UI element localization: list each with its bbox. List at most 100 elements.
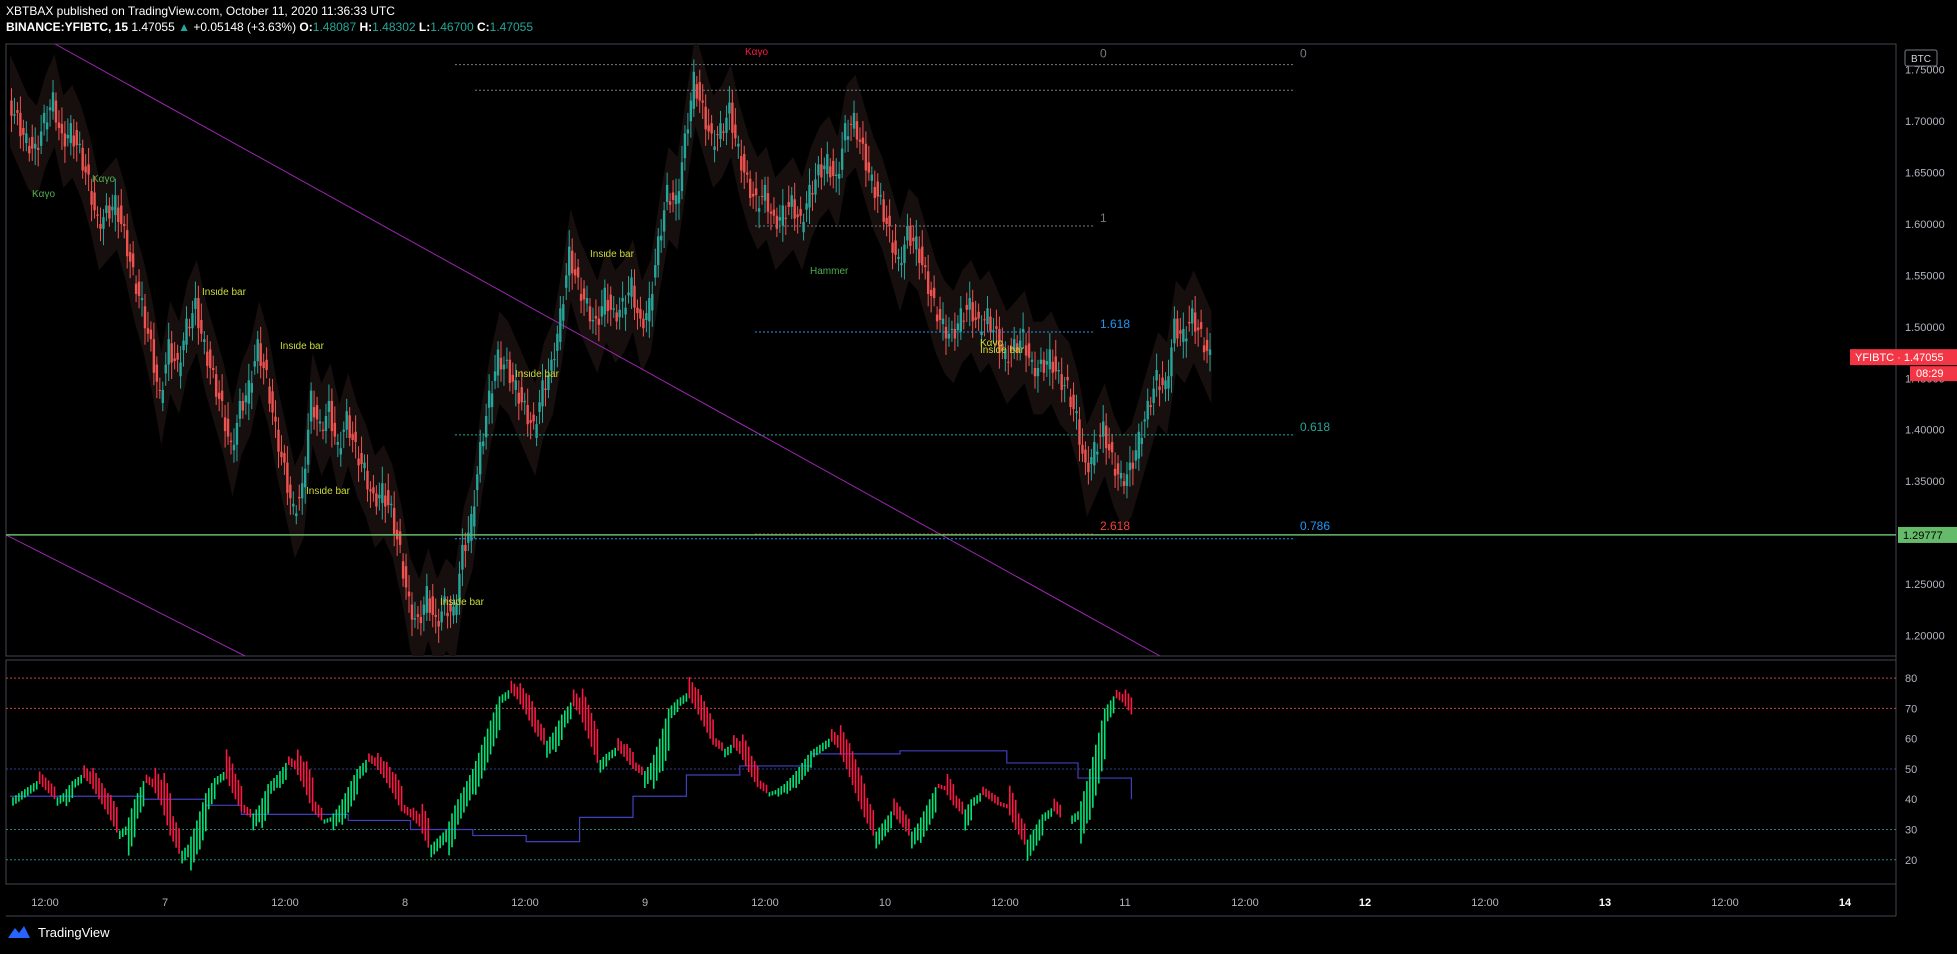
currency-badge[interactable] xyxy=(1904,49,1938,67)
candle-body xyxy=(722,131,725,133)
candle-body xyxy=(499,357,503,370)
price-plot-area[interactable] xyxy=(6,34,1212,672)
candle-body xyxy=(1010,346,1013,351)
candle-body xyxy=(1084,449,1087,463)
candle-body xyxy=(757,208,761,212)
candle-body xyxy=(197,298,200,329)
candle-body xyxy=(134,283,138,294)
time-tick-label: 14 xyxy=(1839,897,1852,909)
candle-body xyxy=(464,544,467,552)
candle-body xyxy=(544,388,547,390)
candle-body xyxy=(1036,368,1040,377)
candle-body xyxy=(13,114,16,116)
candle-body xyxy=(303,468,307,488)
candle-body xyxy=(579,293,583,301)
candle-body xyxy=(1202,345,1206,353)
last-price-tag-label: YFIBTC · 1.47055 xyxy=(1855,352,1944,364)
candle-body xyxy=(425,586,429,613)
candle-body xyxy=(751,193,755,197)
candle-body xyxy=(998,328,1001,353)
candle-body xyxy=(34,143,37,149)
candle-body xyxy=(120,205,123,224)
candle-body xyxy=(1161,377,1164,386)
candle-body xyxy=(526,405,529,425)
candle-body xyxy=(1125,474,1129,486)
candle-body xyxy=(280,451,283,458)
brand-label: TradingView xyxy=(38,924,110,940)
pattern-annotation: Kαγο xyxy=(32,189,55,200)
candle-body xyxy=(1173,318,1176,344)
candle-body xyxy=(935,314,939,322)
candle-body xyxy=(375,493,378,507)
trendline-lower[interactable] xyxy=(6,534,246,656)
price-tick-label: 1.60000 xyxy=(1905,219,1945,231)
candle-body xyxy=(102,217,105,229)
candle-body xyxy=(799,208,802,216)
symbol-label[interactable]: BINANCE:YFIBTC, 15 xyxy=(6,20,129,34)
candle-body xyxy=(241,400,245,411)
candle-body xyxy=(520,387,523,403)
candle-body xyxy=(401,561,405,579)
high-value: 1.48302 xyxy=(372,20,416,34)
candle-body xyxy=(1191,308,1194,324)
candle-body xyxy=(535,424,538,438)
candle-body xyxy=(1045,361,1049,365)
candle-body xyxy=(968,298,971,310)
candle-body xyxy=(51,92,55,112)
candle-body xyxy=(778,217,782,221)
time-tick-label: 12:00 xyxy=(511,897,539,909)
fib-level-label: 0 xyxy=(1300,46,1307,60)
price-tick-label: 1.20000 xyxy=(1905,630,1945,642)
candle-body xyxy=(449,603,452,612)
candle-body xyxy=(573,269,577,276)
oscillator-plot-area[interactable] xyxy=(6,677,1896,871)
price-tick-label: 1.40000 xyxy=(1905,425,1945,437)
candle-body xyxy=(820,164,823,178)
candle-body xyxy=(817,164,820,176)
close-value: 1.47055 xyxy=(489,20,534,34)
candle-body xyxy=(1152,388,1155,403)
candle-body xyxy=(321,429,325,432)
candle-body xyxy=(514,380,518,390)
candle-body xyxy=(502,364,506,370)
high-label: H: xyxy=(359,20,373,34)
candle-body xyxy=(1015,343,1019,353)
candle-body xyxy=(200,320,203,334)
candle-body xyxy=(748,178,752,198)
candle-body xyxy=(734,124,737,139)
candle-body xyxy=(719,123,722,139)
candle-body xyxy=(879,195,882,197)
candle-body xyxy=(170,343,173,363)
candle-body xyxy=(1004,349,1007,360)
last-price-tag xyxy=(1850,349,1957,366)
candle-body xyxy=(992,330,995,332)
candle-body xyxy=(114,195,117,216)
price-tick-label: 1.75000 xyxy=(1905,65,1945,77)
candle-body xyxy=(69,123,73,144)
candle-body xyxy=(710,123,713,134)
candle-body xyxy=(277,429,280,452)
low-value: 1.46700 xyxy=(430,20,474,34)
candle-body xyxy=(1199,322,1203,329)
tradingview-footer[interactable]: TradingView xyxy=(6,924,110,940)
candle-body xyxy=(60,123,64,134)
candle-body xyxy=(974,317,977,320)
trendline-upper[interactable] xyxy=(54,44,1161,656)
candle-body xyxy=(289,484,292,499)
candle-body xyxy=(529,420,532,423)
candle-body xyxy=(206,351,209,366)
candle-body xyxy=(665,184,669,203)
candle-body xyxy=(1137,431,1141,459)
candle-body xyxy=(1024,345,1028,356)
candle-body xyxy=(262,361,265,368)
candle-body xyxy=(829,166,832,178)
candle-body xyxy=(387,490,390,506)
candle-body xyxy=(1208,349,1212,355)
candle-body xyxy=(855,121,859,140)
candle-body xyxy=(238,400,242,419)
candle-body xyxy=(487,390,491,408)
oscillator-tick-label: 30 xyxy=(1905,825,1917,837)
candle-body xyxy=(731,102,734,133)
candle-body xyxy=(793,199,796,219)
